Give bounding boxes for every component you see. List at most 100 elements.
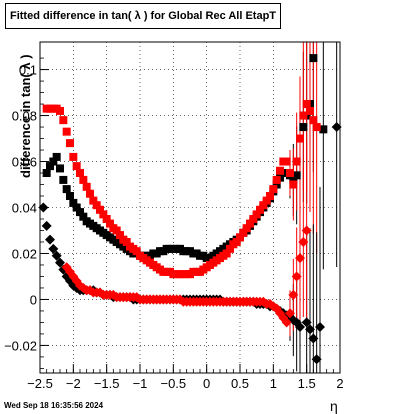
data-points [38,54,342,365]
x-tick-label: −2 [66,376,81,391]
data-point-square [286,169,294,178]
x-tick-label: 1 [270,376,277,391]
data-point-square [49,157,58,166]
data-point-diamond [58,264,69,275]
axis-ticks: −2.5 −2 −1.5 −1 −0.5 0 0.5 1 1.5 2 −0.02 0 0.02 0.04 0… [4,57,344,391]
x-tick-label: 1.5 [298,376,316,391]
x-tick-label: 0 [203,376,210,391]
data-point-square [226,244,234,253]
data-point-square [276,166,284,175]
data-point-square [62,185,71,194]
data-point-square [292,171,301,180]
data-point-square [309,116,318,125]
x-tick-label: 2 [336,376,343,391]
data-point-square [232,237,241,246]
x-tick-label: −1.5 [94,376,120,391]
data-point-square [259,201,268,210]
data-point-diamond [301,317,312,328]
data-point-square [99,210,108,219]
data-point-diamond [305,324,315,335]
data-point-square [122,237,131,246]
data-point-square [246,219,254,228]
chart-title: Fitted difference in tan( λ ) for Global… [5,3,281,29]
data-point-square [242,224,251,233]
data-point-square [56,164,64,173]
data-point-square [309,54,318,63]
data-point-square [306,106,314,115]
data-point-square [296,134,304,143]
x-tick-label: −2.5 [27,376,53,391]
data-point-square [256,205,264,214]
data-point-square [299,123,308,132]
data-point-diamond [288,289,299,300]
data-point-square [66,139,74,148]
data-point-square [79,212,88,221]
data-point-square [76,208,84,217]
data-point-diamond [295,322,305,333]
x-tick-label: −0.5 [160,376,186,391]
data-point-square [132,247,141,256]
y-tick-label: 0.1 [19,63,37,78]
y-tick-label: 0.08 [12,109,37,124]
data-point-square [312,123,321,132]
y-tick-label: −0.02 [4,338,37,353]
x-tick-label: −1 [133,376,148,391]
data-point-square [66,192,74,201]
data-point-square [272,175,281,184]
data-point-diamond [295,253,305,264]
data-point-square [92,201,101,210]
data-point-square [62,127,71,136]
data-point-diamond [315,322,325,333]
data-point-diamond [48,243,59,254]
data-point-square [102,214,111,223]
x-tick-label: 0.5 [231,376,249,391]
data-point-square [72,203,81,212]
data-point-square [319,125,328,134]
data-point-square [82,182,91,191]
data-point-diamond [298,236,309,247]
data-point-square [239,228,248,237]
data-point-square [52,152,61,161]
data-point-square [76,169,84,178]
data-point-diamond [281,317,292,328]
timestamp: Wed Sep 18 16:35:56 2024 [4,401,104,410]
data-point-square [302,100,311,109]
data-point-square [106,219,114,228]
data-point-square [282,157,291,166]
data-point-square [292,157,301,166]
data-point-diamond [41,220,52,231]
y-tick-label: 0.02 [12,246,37,261]
data-point-square [262,196,271,205]
x-axis-label: η [330,398,338,414]
data-point-square [86,189,94,198]
data-point-diamond [331,122,342,133]
data-point-square [222,249,231,258]
data-point-square [236,233,244,242]
data-point-diamond [55,257,65,268]
data-point-square [269,185,278,194]
data-point-square [96,205,104,214]
data-point-square [42,169,51,178]
y-tick-label: 0.04 [12,201,37,216]
data-point-square [249,214,258,223]
data-point-square [299,111,308,120]
data-point-square [289,175,298,184]
data-point-square [252,210,261,219]
data-point-diamond [311,354,322,365]
data-point-square [69,152,78,161]
data-point-diamond [285,308,295,319]
data-point-diamond [291,271,302,282]
data-point-square [59,116,68,125]
data-point-square [59,175,68,184]
data-point-square [116,231,124,240]
data-point-square [79,175,88,184]
data-point-square [69,198,78,207]
y-axis-label: difference in tan( λ ) [18,54,33,178]
data-point-diamond [301,225,312,236]
y-tick-label: 0 [30,292,37,307]
data-point-diamond [45,234,55,245]
data-point-diamond [308,333,319,344]
y-tick-label: 0.06 [12,155,37,170]
